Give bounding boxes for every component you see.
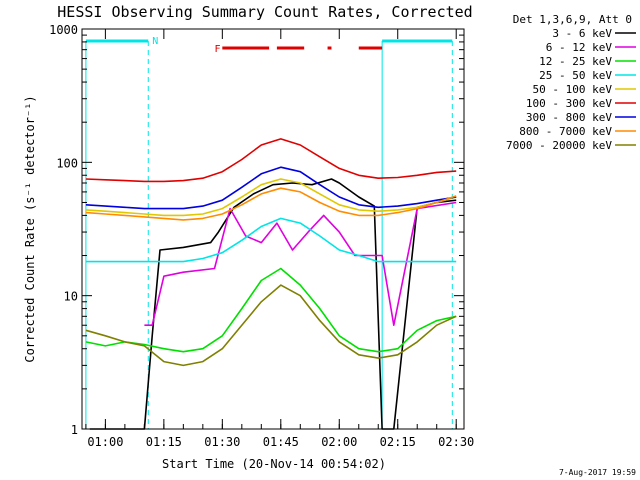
- footer-timestamp: 7-Aug-2017 19:59: [559, 468, 636, 477]
- plot-frame: [81, 28, 465, 430]
- axes: 01:00 01:15 01:30 01:45 02:00 02:15 02:30 1 10 10…: [49, 23, 474, 449]
- x-tick-label-1: 01:15: [146, 435, 182, 449]
- x-tick-label-5: 02:15: [380, 435, 416, 449]
- legend-label-5: 100 - 300 keV: [526, 97, 612, 110]
- x-tick-label-0: 01:00: [87, 435, 123, 449]
- x-axis-label: Start Time (20-Nov-14 00:54:02): [162, 457, 386, 471]
- series-line-5: [85, 138, 457, 183]
- y-tick-label-2: 100: [56, 156, 78, 170]
- chart-title: HESSI Observing Summary Count Rates, Cor…: [57, 3, 472, 21]
- y-axis-label: Corrected Count Rate (s⁻¹ detector⁻¹): [23, 95, 37, 362]
- legend-label-2: 12 - 25 keV: [539, 55, 612, 68]
- legend-label-6: 300 - 800 keV: [526, 111, 612, 124]
- flag-markers: NF: [85, 36, 453, 429]
- series-line-8: [85, 284, 457, 367]
- series-line-3: [85, 217, 457, 263]
- series-line-2: [85, 267, 457, 353]
- legend-label-8: 7000 - 20000 keV: [506, 139, 612, 152]
- legend-label-0: 3 - 6 keV: [552, 27, 612, 40]
- legend-label-1: 6 - 12 keV: [546, 41, 613, 54]
- x-tick-label-2: 01:30: [204, 435, 240, 449]
- legend-label-3: 25 - 50 keV: [539, 69, 612, 82]
- series-line-1: [144, 201, 457, 327]
- series-line-6: [85, 166, 457, 210]
- x-tick-label-3: 01:45: [263, 435, 299, 449]
- flag-f-label: F: [215, 44, 221, 55]
- y-tick-label-1: 10: [64, 290, 78, 304]
- y-tick-label-3: 1000: [49, 23, 78, 37]
- x-tick-label-4: 02:00: [321, 435, 357, 449]
- legend-header: Det 1,3,6,9, Att 0: [513, 13, 632, 26]
- legend-label-4: 50 - 100 keV: [533, 83, 613, 96]
- y-tick-label-0: 1: [71, 423, 78, 437]
- series-line-7: [85, 187, 457, 221]
- x-tick-label-6: 02:30: [438, 435, 474, 449]
- series-line-4: [85, 178, 457, 217]
- legend-label-7: 800 - 7000 keV: [519, 125, 612, 138]
- flag-n-label: N: [152, 36, 158, 47]
- series-group: [85, 138, 457, 430]
